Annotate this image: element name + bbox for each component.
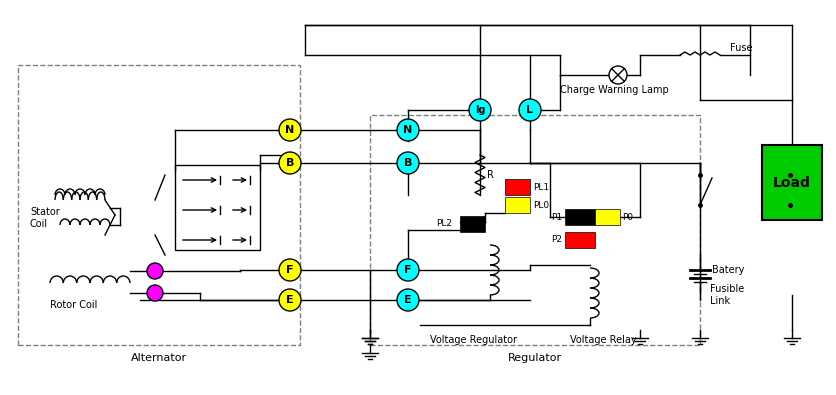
Text: B: B	[285, 158, 293, 168]
Circle shape	[147, 263, 163, 279]
Circle shape	[518, 99, 540, 121]
Circle shape	[396, 119, 419, 141]
Text: Ig: Ig	[474, 105, 485, 115]
Text: F: F	[404, 265, 411, 275]
Circle shape	[396, 259, 419, 281]
Text: P2: P2	[550, 235, 561, 245]
Bar	[564, 232, 594, 248]
Text: Stator
Coil: Stator Coil	[30, 207, 59, 229]
Circle shape	[147, 285, 163, 301]
Circle shape	[278, 259, 301, 281]
Circle shape	[278, 152, 301, 174]
Bar	[370, 115, 699, 345]
Bar	[504, 179, 529, 195]
Text: F: F	[286, 265, 293, 275]
Circle shape	[396, 152, 419, 174]
Text: Fusible
Link: Fusible Link	[709, 284, 743, 306]
Text: N: N	[403, 125, 412, 135]
Text: PL2: PL2	[436, 220, 451, 228]
Text: B: B	[403, 158, 411, 168]
Text: Batery: Batery	[711, 265, 743, 275]
Circle shape	[609, 66, 626, 84]
Text: N: N	[285, 125, 294, 135]
Text: Load: Load	[772, 176, 810, 190]
Text: Alternator: Alternator	[130, 353, 186, 363]
Bar	[504, 197, 529, 213]
Text: PL1: PL1	[533, 182, 548, 192]
Text: P1: P1	[550, 213, 561, 222]
Text: E: E	[404, 295, 411, 305]
Text: L: L	[526, 105, 533, 115]
Bar	[175, 165, 260, 250]
Bar	[594, 209, 619, 225]
Text: Charge Warning Lamp: Charge Warning Lamp	[559, 85, 668, 95]
Circle shape	[396, 289, 419, 311]
Circle shape	[278, 289, 301, 311]
Text: Voltage Relay: Voltage Relay	[569, 335, 636, 345]
Text: R: R	[487, 170, 493, 180]
Text: E: E	[286, 295, 293, 305]
Text: Rotor Coil: Rotor Coil	[50, 300, 97, 310]
Circle shape	[278, 119, 301, 141]
Text: PL0: PL0	[533, 201, 548, 209]
Text: P0: P0	[621, 213, 632, 222]
Bar	[564, 209, 594, 225]
Text: Regulator: Regulator	[507, 353, 562, 363]
Text: Fuse: Fuse	[729, 43, 752, 53]
Bar	[18, 65, 299, 345]
Text: Voltage Regulator: Voltage Regulator	[430, 335, 517, 345]
Circle shape	[468, 99, 491, 121]
Bar	[761, 145, 821, 220]
Bar	[460, 216, 484, 232]
